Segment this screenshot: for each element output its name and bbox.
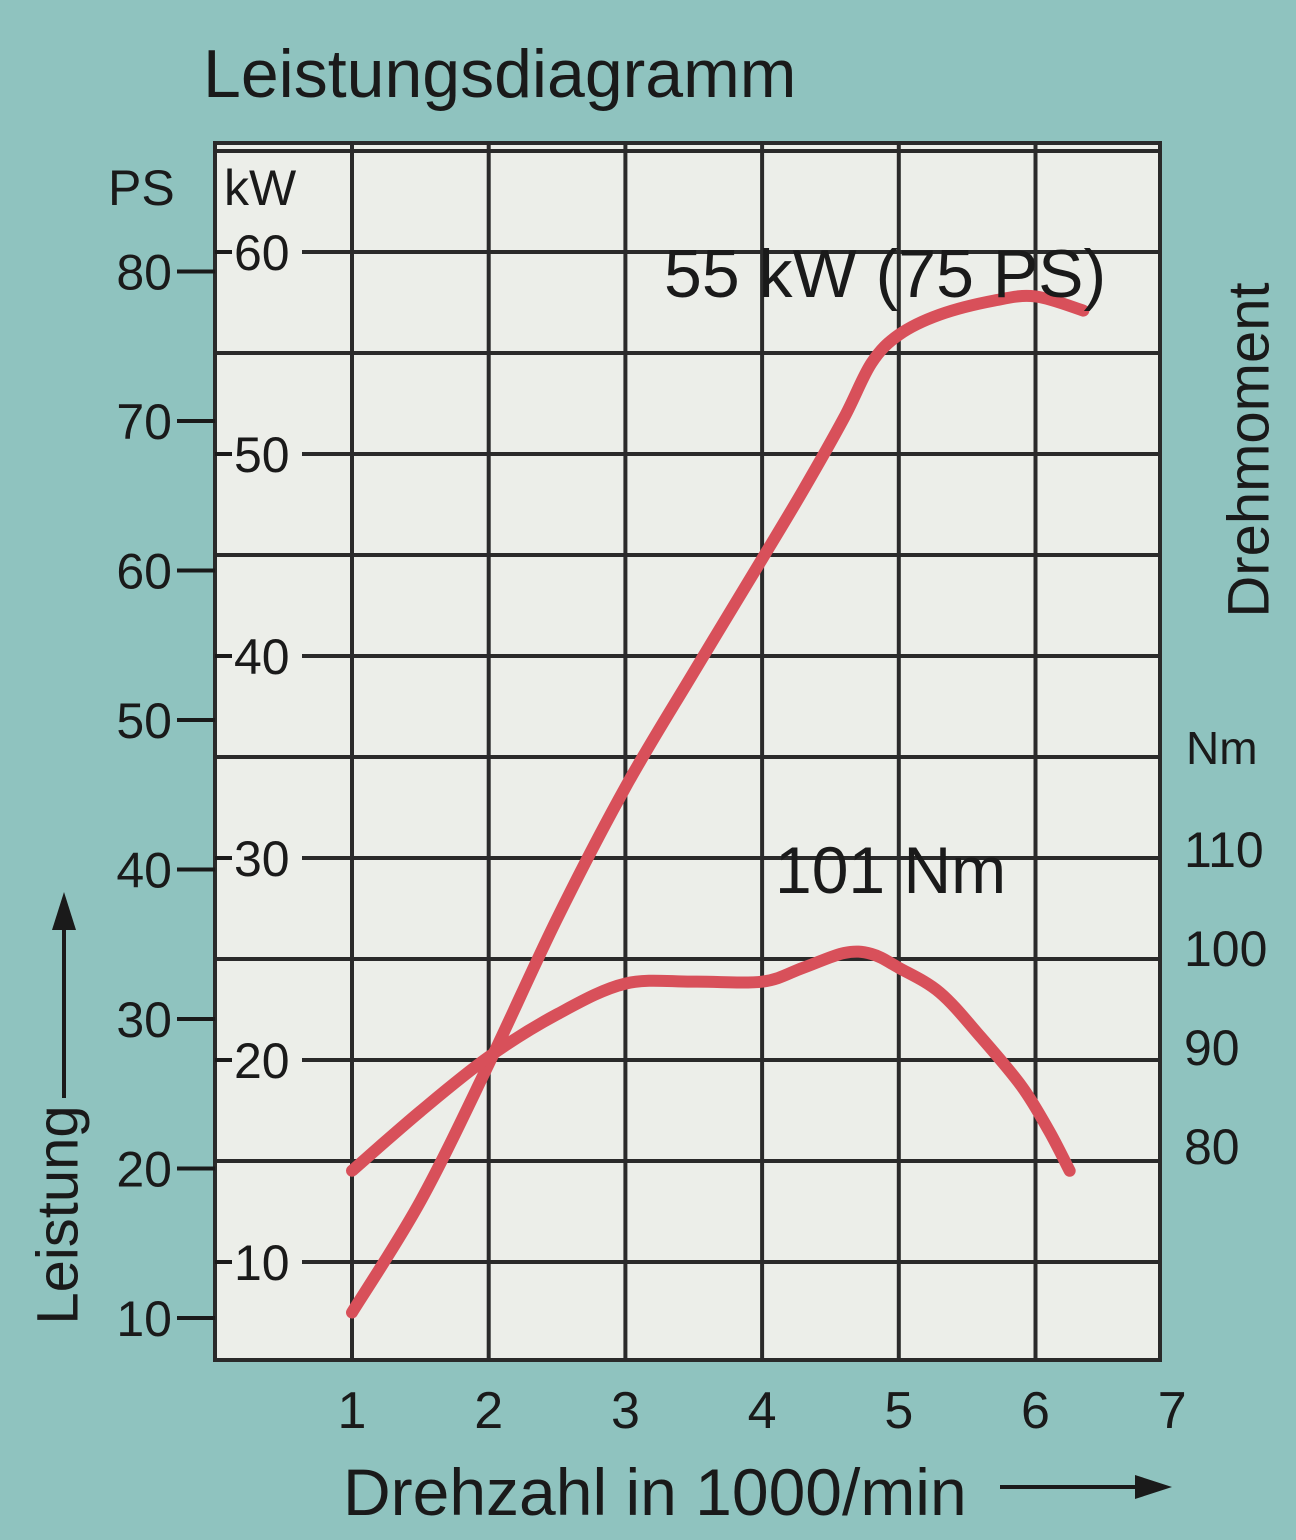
- y-tick-label-ps: 20: [116, 1142, 172, 1198]
- y-tick-label-nm: 90: [1184, 1020, 1240, 1076]
- x-tick-label: 5: [884, 1382, 913, 1440]
- y-unit-kw: kW: [224, 160, 297, 216]
- y-tick-label-kw: 60: [234, 225, 290, 281]
- kw-label-bg: [232, 1034, 302, 1084]
- y-tick-label-kw: 10: [234, 1235, 290, 1291]
- y-tick-label-nm: 110: [1184, 822, 1264, 878]
- y-tick-label-nm: 100: [1184, 921, 1267, 977]
- x-tick-label: 7: [1158, 1382, 1187, 1440]
- y-tick-label-ps: 30: [116, 992, 172, 1048]
- y-tick-label-ps: 40: [116, 843, 172, 899]
- y-tick-label-kw: 50: [234, 427, 290, 483]
- kw-label-bg: [232, 428, 302, 478]
- grid-lines: [215, 143, 1160, 1360]
- kw-label-bg: [232, 1236, 302, 1286]
- y-unit-nm: Nm: [1186, 722, 1258, 774]
- kw-label-bg: [232, 226, 302, 276]
- y-tick-label-kw: 30: [234, 831, 290, 887]
- y-tick-label-ps: 10: [116, 1291, 172, 1347]
- y-tick-label-ps: 50: [116, 693, 172, 749]
- kw-label-bg: [232, 832, 302, 882]
- x-tick-label: 3: [611, 1382, 640, 1440]
- y-label-left: Leistung: [25, 1105, 90, 1324]
- y-tick-label-ps: 60: [116, 544, 172, 600]
- plot-area: [213, 141, 1162, 1362]
- annotation-torque-peak: 101 Nm: [775, 833, 1006, 907]
- y-label-right: Drehmoment: [1216, 282, 1281, 617]
- x-axis-arrow: [1000, 1475, 1172, 1499]
- annotation-power-peak: 55 kW (75 PS): [664, 236, 1106, 312]
- data-curves: [346, 289, 1090, 1319]
- x-tick-label: 1: [338, 1382, 367, 1440]
- x-tick-label: 6: [1021, 1382, 1050, 1440]
- y-tick-label-nm: 80: [1184, 1119, 1240, 1175]
- y-tick-label-kw: 40: [234, 629, 290, 685]
- x-axis-label: Drehzahl in 1000/min: [343, 1455, 967, 1529]
- y-tick-label-ps: 80: [116, 245, 172, 301]
- chart-title: Leistungsdiagramm: [203, 36, 796, 112]
- y-unit-ps: PS: [108, 160, 175, 216]
- kw-label-bg: [232, 630, 302, 680]
- torque-curve: [346, 945, 1076, 1177]
- y-axis-arrow: [52, 892, 76, 1098]
- axis-ticks: 1 2 3 4 5 6 7 80 70 60 50 40 30 20 10 60 50 40 30 20 10 110 10…: [116, 225, 1267, 1440]
- x-tick-label: 2: [474, 1382, 503, 1440]
- y-tick-label-kw: 20: [234, 1033, 290, 1089]
- x-tick-label: 4: [748, 1382, 777, 1440]
- y-tick-label-ps: 70: [116, 394, 172, 450]
